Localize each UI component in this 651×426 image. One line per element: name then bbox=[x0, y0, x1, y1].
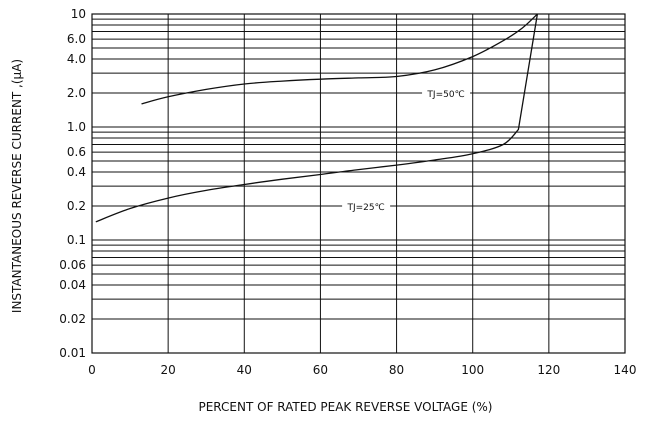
y-tick-label: 2.0 bbox=[67, 86, 86, 100]
series-line-tj50 bbox=[141, 13, 538, 105]
plot-frame bbox=[91, 13, 626, 354]
y-tick-label: 4.0 bbox=[67, 52, 86, 66]
x-tick-label: 140 bbox=[614, 363, 637, 377]
x-axis-label: PERCENT OF RATED PEAK REVERSE VOLTAGE (%… bbox=[198, 400, 493, 414]
series-label-bg bbox=[342, 199, 391, 212]
y-tick-label: 0.02 bbox=[59, 312, 86, 326]
y-tick-label: 1.0 bbox=[67, 120, 86, 134]
y-tick-label: 0.2 bbox=[67, 199, 86, 213]
y-tick-label: 0.1 bbox=[67, 233, 86, 247]
x-tick-label: 100 bbox=[461, 363, 484, 377]
series-label-bg bbox=[422, 86, 471, 99]
y-axis-label: INSTANTANEOUS REVERSE CURRENT ,(μA) bbox=[10, 58, 24, 314]
y-tick-label: 10 bbox=[71, 7, 86, 21]
x-tick-label: 20 bbox=[161, 363, 176, 377]
x-tick-label: 40 bbox=[237, 363, 252, 377]
x-tick-label: 120 bbox=[537, 363, 560, 377]
y-tick-label: 0.01 bbox=[59, 346, 86, 360]
x-tick-label: 0 bbox=[88, 363, 96, 377]
y-tick-label: 0.06 bbox=[59, 258, 86, 272]
series-line-tj25 bbox=[95, 13, 539, 223]
series-label-tj25: TJ=25℃ bbox=[346, 203, 384, 213]
series-label-tj50: TJ=50℃ bbox=[426, 90, 464, 100]
y-tick-label: 0.6 bbox=[67, 145, 86, 159]
y-tick-label: 0.4 bbox=[67, 165, 86, 179]
y-tick-label: 6.0 bbox=[67, 32, 86, 46]
y-tick-label: 0.04 bbox=[59, 278, 86, 292]
x-tick-label: 80 bbox=[389, 363, 404, 377]
x-tick-label: 60 bbox=[313, 363, 328, 377]
